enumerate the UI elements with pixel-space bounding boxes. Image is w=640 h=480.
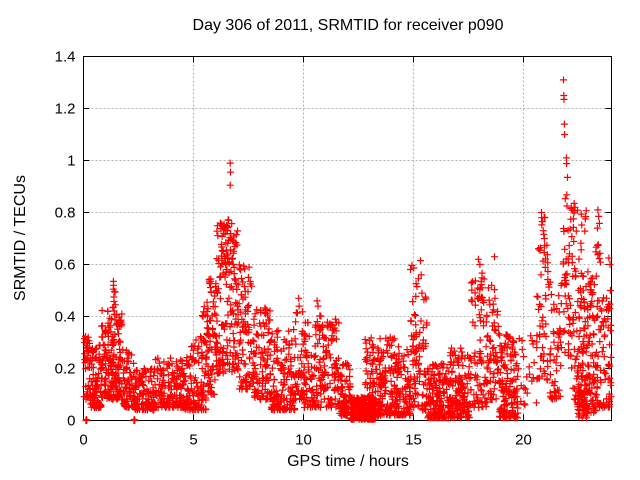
plot-border — [83, 56, 612, 421]
x-tick-label: 10 — [295, 432, 312, 449]
grid-lines — [83, 56, 612, 421]
y-tick-label: 0.2 — [55, 361, 76, 378]
y-tick-label: 1.2 — [55, 101, 76, 118]
x-tick-label: 0 — [79, 432, 87, 449]
y-tick-label: 0.8 — [55, 205, 76, 222]
y-tick-label: 0 — [67, 413, 75, 430]
x-axis-label: GPS time / hours — [287, 453, 409, 470]
y-tick-label: 1.4 — [55, 49, 76, 66]
x-tick-label: 5 — [189, 432, 197, 449]
y-tick-label: 0.4 — [55, 309, 76, 326]
chart-title: Day 306 of 2011, SRMTID for receiver p09… — [192, 17, 504, 34]
y-tick-label: 0.6 — [55, 257, 76, 274]
x-tick-label: 20 — [515, 432, 532, 449]
scatter-points — [80, 76, 615, 424]
y-tick-label: 1 — [67, 153, 75, 170]
x-tick-label: 15 — [405, 432, 422, 449]
